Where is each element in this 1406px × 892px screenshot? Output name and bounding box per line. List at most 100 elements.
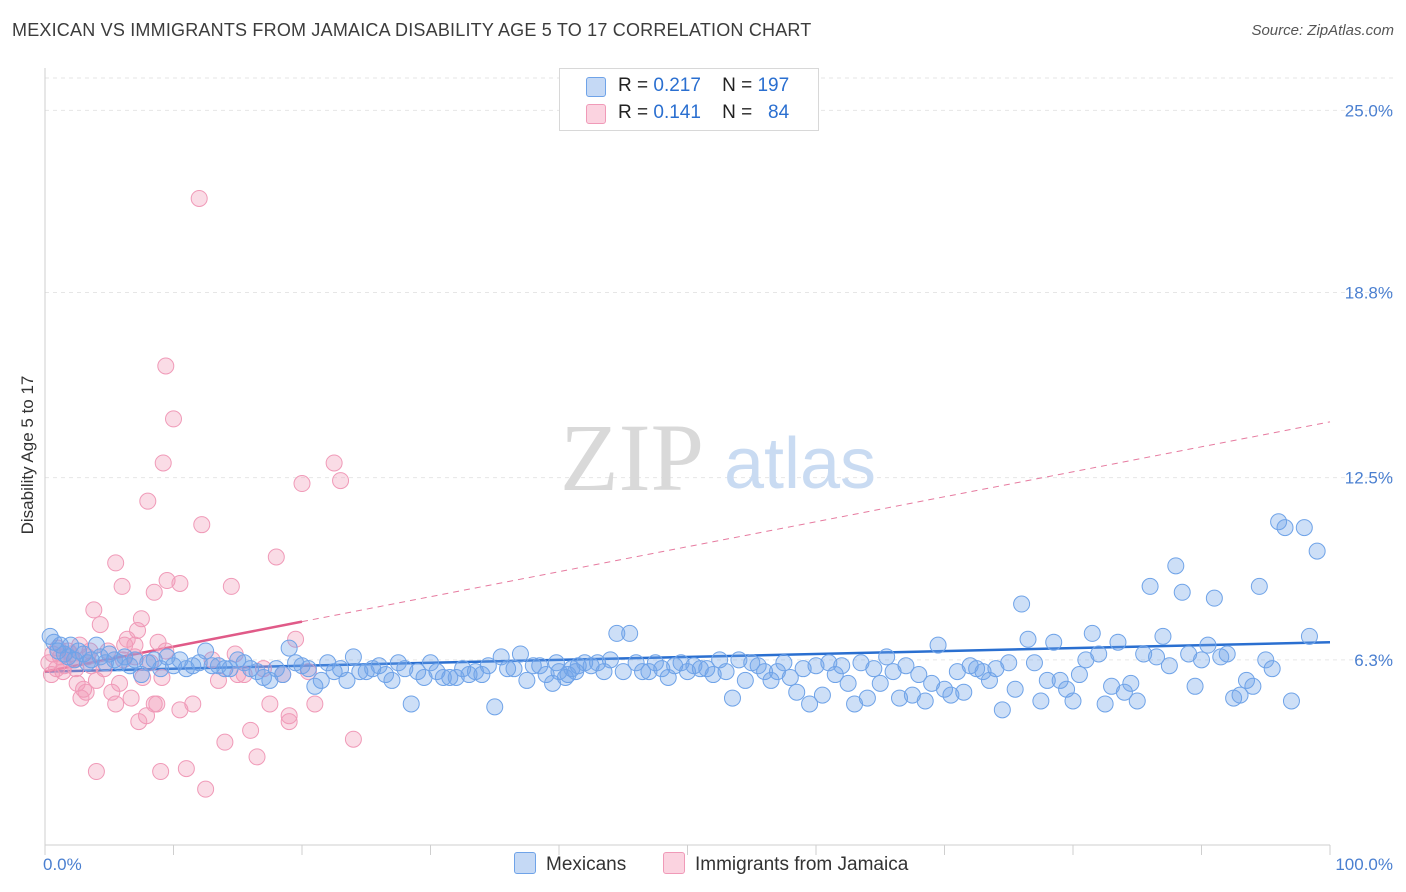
legend-item-jamaica[interactable]: Immigrants from Jamaica (663, 852, 908, 876)
data-point-mexicans (1115, 683, 1133, 701)
data-point-jamaica (332, 472, 350, 490)
data-point-mexicans (794, 660, 812, 678)
data-point-mexicans (511, 645, 529, 663)
data-point-jamaica (154, 454, 172, 472)
data-point-mexicans (402, 695, 420, 713)
data-point-mexicans (547, 654, 565, 672)
data-point-mexicans (499, 660, 517, 678)
y-tick-label: 6.3% (1354, 651, 1393, 670)
axes (44, 68, 1331, 855)
data-point-jamaica (216, 733, 234, 751)
legend-r-value: 0.141 (653, 102, 701, 123)
y-tick-labels: 6.3% 12.5% 18.8% 25.0% (1345, 101, 1393, 670)
data-point-mexicans (608, 624, 626, 642)
y-tick-label: 25.0% (1345, 101, 1393, 120)
trend-lines (44, 421, 1331, 673)
data-point-mexicans (1237, 671, 1255, 689)
data-point-mexicans (833, 657, 851, 675)
data-point-mexicans (1270, 513, 1288, 531)
data-point-mexicans (370, 657, 388, 675)
data-point-mexicans (126, 651, 144, 669)
data-point-jamaica (177, 760, 195, 778)
data-point-mexicans (1141, 577, 1159, 595)
data-point-mexicans (473, 666, 491, 684)
data-point-jamaica (165, 410, 182, 428)
data-point-jamaica (306, 695, 324, 713)
data-point-mexicans (434, 668, 452, 686)
trend-line-mexicans (44, 640, 1331, 673)
data-point-mexicans (1218, 645, 1236, 663)
data-point-jamaica (113, 577, 131, 595)
data-point-jamaica (242, 721, 260, 739)
data-point-mexicans (640, 663, 658, 681)
data-point-jamaica (139, 492, 157, 510)
legend-swatch (663, 852, 685, 874)
data-point-jamaica (91, 616, 109, 634)
data-point-jamaica (157, 357, 175, 375)
data-point-mexicans (736, 671, 754, 689)
data-point-mexicans (1276, 519, 1294, 537)
data-point-jamaica (157, 642, 175, 660)
source-label: Source: ZipAtlas.com (1251, 22, 1394, 39)
data-point-mexicans (717, 663, 735, 681)
data-point-mexicans (158, 648, 176, 666)
legend-r-label: R = (618, 75, 649, 96)
data-point-mexicans (1128, 692, 1146, 710)
data-point-mexicans (801, 695, 819, 713)
data-point-mexicans (1000, 654, 1018, 672)
data-point-mexicans (929, 636, 947, 654)
data-point-mexicans (280, 639, 298, 657)
y-tick-label: 18.8% (1345, 284, 1393, 303)
data-point-mexicans (235, 654, 253, 672)
legend-n-label: N = (722, 102, 753, 123)
data-point-mexicans (537, 666, 555, 684)
data-point-mexicans (1045, 633, 1063, 651)
data-point-mexicans (486, 698, 504, 716)
data-point-mexicans (1186, 677, 1204, 695)
data-point-mexicans (524, 657, 542, 675)
data-point-jamaica (122, 689, 140, 707)
data-point-mexicans (826, 666, 844, 684)
data-point-mexicans (1109, 633, 1127, 651)
legend-label: Mexicans (546, 854, 627, 875)
data-point-jamaica (145, 583, 163, 601)
x-tick-label: 0.0% (43, 855, 82, 874)
watermark-atlas: atlas (724, 424, 876, 504)
data-point-mexicans (312, 671, 330, 689)
data-point-mexicans (1257, 651, 1275, 669)
data-point-mexicans (556, 668, 574, 686)
data-point-mexicans (955, 683, 973, 701)
data-point-mexicans (69, 642, 87, 660)
data-point-mexicans (916, 692, 934, 710)
data-point-mexicans (910, 666, 928, 684)
data-point-jamaica (203, 651, 221, 669)
data-point-jamaica (193, 516, 211, 534)
data-point-mexicans (203, 657, 221, 675)
data-point-jamaica (293, 475, 311, 493)
data-point-mexicans (1083, 624, 1101, 642)
data-point-jamaica (85, 601, 103, 619)
data-point-jamaica (222, 577, 240, 595)
series-jamaica-points (40, 189, 362, 798)
data-point-mexicans (145, 651, 163, 669)
legend-item-mexicans[interactable]: Mexicans (514, 852, 626, 876)
data-point-mexicans (1173, 583, 1191, 601)
data-point-jamaica (280, 707, 298, 725)
data-point-mexicans (1096, 695, 1114, 713)
data-point-mexicans (518, 671, 536, 689)
legend-n-value: 84 (768, 102, 790, 123)
data-point-jamaica (280, 713, 298, 731)
data-point-jamaica (152, 763, 170, 781)
data-point-mexicans (267, 660, 285, 678)
data-point-mexicans (621, 624, 639, 642)
legend-swatch-mexicans (586, 77, 606, 97)
data-point-mexicans (116, 648, 134, 666)
data-point-mexicans (749, 657, 767, 675)
data-point-mexicans (274, 666, 292, 684)
data-point-mexicans (698, 660, 716, 678)
data-point-mexicans (788, 683, 806, 701)
data-point-mexicans (634, 663, 652, 681)
data-point-jamaica (158, 572, 176, 590)
data-point-jamaica (129, 621, 147, 639)
